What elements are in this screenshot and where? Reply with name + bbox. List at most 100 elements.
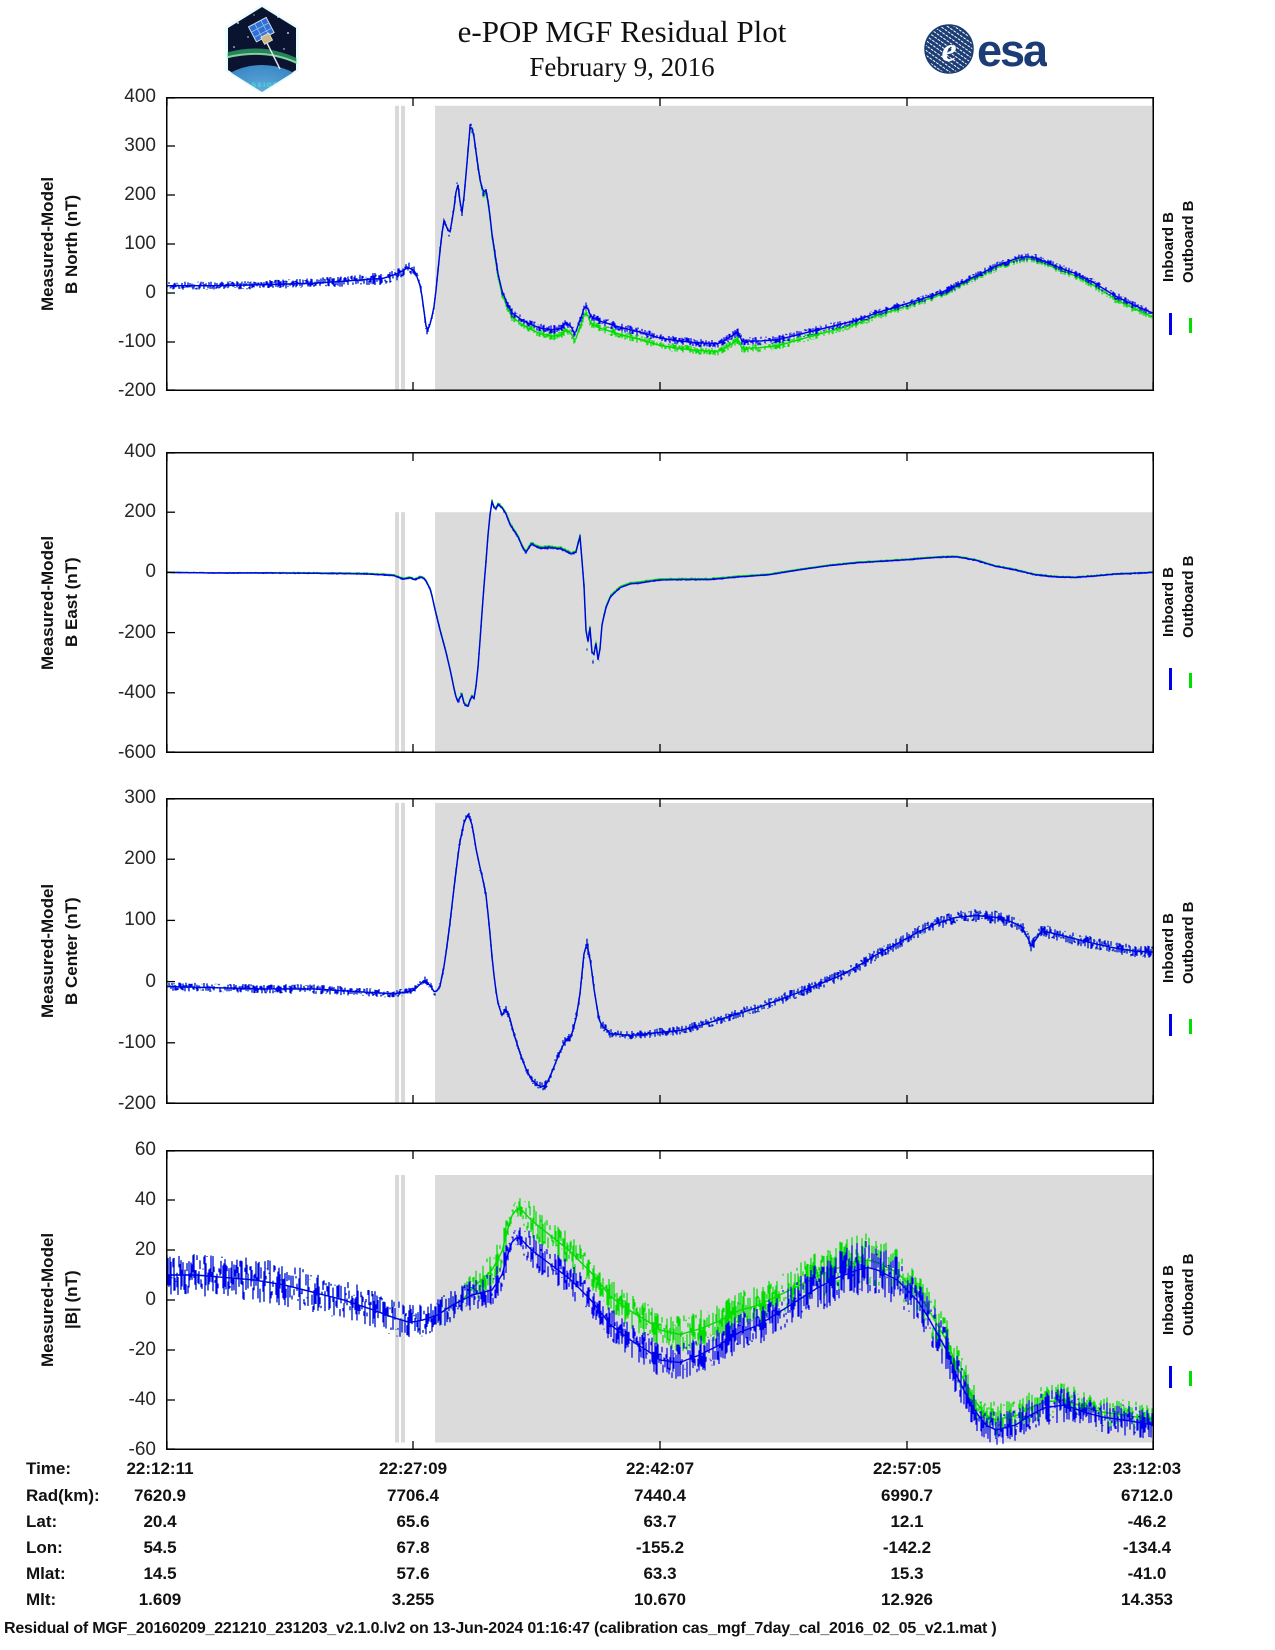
esa-globe-e: e: [941, 32, 956, 69]
y-tick-label: -100: [117, 331, 156, 352]
ylabel-b-east: Measured-Model B East (nT): [36, 452, 84, 753]
axes-frame: [166, 1150, 1154, 1450]
y-tick-label: -100: [117, 1031, 156, 1053]
y-tick-label: -200: [117, 1093, 156, 1114]
legend-outboard-label: Outboard B: [1180, 1253, 1197, 1337]
ylabel-line2: |B| (nT): [62, 1270, 81, 1330]
y-tick-label: 400: [124, 441, 156, 462]
cassiope-label: CASSIOPE: [239, 82, 285, 89]
axes-frame: [166, 97, 1154, 391]
legend-inboard-mark: [1169, 668, 1172, 690]
y-tick-label: 200: [124, 501, 156, 523]
table-cell: 22:57:05: [872, 1459, 942, 1478]
ylabel-line2: B East (nT): [62, 557, 81, 648]
inboard-b-trace: [166, 500, 1154, 707]
ylabel-b-north: Measured-Model B North (nT): [36, 97, 84, 391]
legend-outboard-label: Outboard B: [1180, 555, 1197, 639]
y-tick-label: 60: [134, 1139, 156, 1160]
table-cell: -155.2: [635, 1538, 685, 1557]
legend-outboard-label: Outboard B: [1180, 901, 1197, 985]
legend-outboard-mark: [1189, 318, 1192, 333]
ylabel-line1: Measured-Model: [38, 535, 57, 670]
eclipse-shaded-region: [435, 802, 1153, 1104]
table-cell: 7440.4: [634, 1486, 686, 1505]
table-cell: -46.2: [1127, 1512, 1167, 1531]
y-tick-label: -600: [117, 742, 156, 763]
table-row-label: Lat:: [26, 1512, 58, 1531]
y-tick-label: 0: [145, 561, 156, 583]
ylabel-line1: Measured-Model: [38, 883, 57, 1019]
event-marker-bar: [395, 1175, 400, 1443]
table-cell: 15.3: [890, 1564, 924, 1583]
page-date: February 9, 2016: [529, 52, 715, 82]
table-row-label: Time:: [26, 1459, 72, 1478]
esa-logo: e esa: [924, 24, 1047, 76]
y-tick-label: 40: [134, 1189, 156, 1210]
y-tick-label: 0: [145, 282, 156, 303]
y-tick-label: 300: [124, 135, 156, 156]
ylabel-b-mag: Measured-Model |B| (nT): [36, 1150, 84, 1450]
y-tick-label: -20: [128, 1339, 156, 1360]
table-cell: 54.5: [143, 1538, 177, 1557]
table-row-label: Mlt:: [26, 1590, 57, 1609]
patch-satellite: [247, 16, 275, 45]
plot-b-north: [166, 97, 1154, 391]
table-cell: 14.5: [143, 1564, 177, 1583]
y-tick-label: -400: [117, 681, 156, 703]
ylabel-line1: Measured-Model: [38, 176, 57, 312]
table-cell: -134.4: [1122, 1538, 1172, 1557]
inboard-b-trace-center: [166, 1237, 1154, 1431]
y-tick-label: -200: [117, 380, 156, 401]
ylabel-b-center: Measured-Model B Center (nT): [36, 798, 84, 1104]
table-cell: 14.353: [1121, 1590, 1173, 1609]
page-title: e-POP MGF Residual Plot: [457, 14, 787, 49]
y-tick-label: 400: [124, 86, 156, 107]
table-cell: 6712.0: [1121, 1486, 1173, 1505]
inboard-b-trace: [166, 1227, 1154, 1445]
cassiope-logo: CASSIOPE: [225, 4, 299, 94]
table-cell: 1.609: [138, 1590, 182, 1609]
y-tick-label: 100: [124, 909, 156, 931]
y-tick-label: -200: [117, 621, 156, 643]
y-tick-label: 200: [124, 848, 156, 870]
table-cell: 22:42:07: [625, 1459, 695, 1478]
footer-text: Residual of MGF_20160209_221210_231203_v…: [4, 1620, 997, 1637]
event-marker-bar: [401, 512, 406, 753]
ylabel-line2: B Center (nT): [62, 897, 81, 1005]
y-tick-label: -40: [128, 1389, 156, 1410]
eclipse-shaded-region: [435, 512, 1153, 753]
legend-outboard-mark: [1189, 1019, 1192, 1034]
table-cell: 3.255: [391, 1590, 435, 1609]
legend-outboard-mark: [1189, 673, 1192, 688]
table-cell: 6990.7: [881, 1486, 933, 1505]
table-cell: 63.7: [643, 1512, 677, 1531]
y-tick-label: 200: [124, 184, 156, 205]
legend-outboard-mark: [1189, 1371, 1192, 1386]
table-row-label: Mlat:: [26, 1564, 66, 1583]
plot-b-east: [166, 452, 1154, 753]
y-tick-label: -60: [128, 1439, 156, 1460]
inboard-b-trace: [166, 123, 1154, 348]
ylabel-line2: B North (nT): [62, 194, 81, 294]
table-cell: 12.926: [881, 1590, 933, 1609]
table-cell: 10.670: [634, 1590, 686, 1609]
esa-globe: [925, 25, 973, 73]
plot-b-mag: [166, 1150, 1154, 1450]
patch-aurora: [227, 48, 297, 70]
event-marker-bar: [395, 802, 400, 1104]
table-cell: 23:12:03: [1112, 1459, 1182, 1478]
y-tick-label: 300: [124, 787, 156, 808]
table-cell: 57.6: [396, 1564, 430, 1583]
table-cell: 63.3: [643, 1564, 677, 1583]
event-marker-bar: [401, 105, 406, 391]
event-marker-bar: [401, 802, 406, 1104]
table-cell: 7620.9: [134, 1486, 186, 1505]
eclipse-shaded-region: [435, 105, 1153, 391]
table-row-label: Rad(km):: [26, 1486, 100, 1505]
y-tick-label: 0: [145, 1289, 156, 1310]
table-cell: 7706.4: [387, 1486, 439, 1505]
y-tick-label: 100: [124, 233, 156, 254]
table-row-label: Lon:: [26, 1538, 63, 1557]
table-cell: -142.2: [882, 1538, 932, 1557]
